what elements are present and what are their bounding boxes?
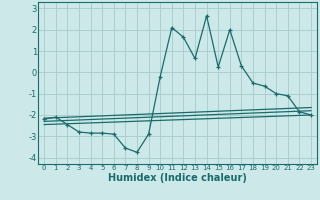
X-axis label: Humidex (Indice chaleur): Humidex (Indice chaleur) [108,173,247,183]
